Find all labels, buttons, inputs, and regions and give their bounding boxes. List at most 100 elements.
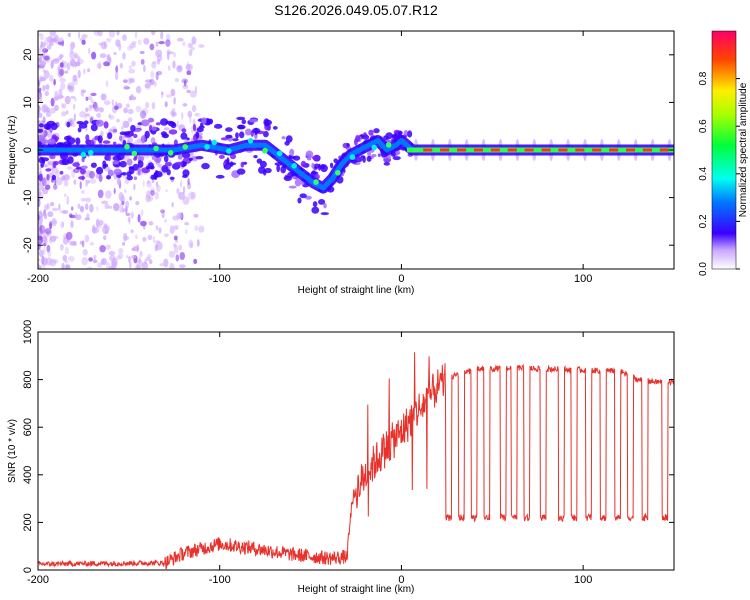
spectral-blob xyxy=(38,173,43,182)
noise-blob xyxy=(45,184,51,190)
noise-blob xyxy=(149,43,155,51)
spectral-blob xyxy=(119,135,123,141)
noise-blob xyxy=(38,75,43,83)
noise-blob xyxy=(191,104,197,113)
noise-blob xyxy=(66,166,73,170)
noise-blob xyxy=(178,264,186,268)
spectral-blob xyxy=(196,127,204,133)
spectral-blob xyxy=(360,155,366,159)
noise-blob xyxy=(86,213,90,218)
spectral-blob xyxy=(311,155,321,160)
noise-blob xyxy=(77,203,81,209)
noise-blob xyxy=(80,89,85,97)
y-tick-label: 800 xyxy=(22,370,34,388)
noise-blob xyxy=(60,243,64,251)
noise-blob xyxy=(38,80,41,88)
noise-blob xyxy=(73,179,77,185)
noise-blob xyxy=(188,191,195,200)
noise-blob xyxy=(173,243,177,248)
spectral-blob xyxy=(192,123,197,132)
spectral-blob xyxy=(239,131,245,139)
noise-blob xyxy=(128,256,132,264)
noise-blob xyxy=(99,245,106,253)
spectral-blob xyxy=(318,163,321,171)
spectral-blob xyxy=(195,156,204,160)
noise-blob xyxy=(105,190,112,199)
noise-blob xyxy=(64,246,69,255)
spectral-blob xyxy=(95,119,104,127)
noise-blob xyxy=(196,239,200,247)
spectral-blob xyxy=(122,172,127,176)
spectral-blob xyxy=(289,148,295,156)
noise-blob xyxy=(42,85,46,92)
noise-blob xyxy=(148,221,154,226)
colorbar-tick-label: 0.4 xyxy=(698,166,709,180)
spectral-blob xyxy=(225,134,233,139)
spectral-blob xyxy=(160,118,169,126)
spectral-blob xyxy=(223,163,232,170)
noise-blob xyxy=(38,226,43,236)
noise-blob xyxy=(191,36,197,45)
spectral-blob xyxy=(225,127,233,132)
spectral-blob xyxy=(45,168,52,172)
spectral-blob xyxy=(177,153,183,160)
noise-blob xyxy=(122,52,126,60)
noise-blob xyxy=(114,71,119,81)
noise-blob xyxy=(38,57,41,63)
noise-blob xyxy=(123,85,129,91)
noise-blob xyxy=(59,54,63,60)
noise-blob xyxy=(93,31,100,36)
noise-blob xyxy=(182,41,186,47)
noise-blob xyxy=(85,107,89,113)
spectral-blob xyxy=(38,128,44,133)
spectral-blob xyxy=(285,135,293,143)
spectral-blob xyxy=(383,161,390,166)
noise-blob xyxy=(127,77,133,85)
spectral-blob xyxy=(149,165,155,170)
noise-blob xyxy=(119,207,125,213)
noise-blob xyxy=(50,61,54,70)
noise-blob xyxy=(176,188,180,195)
noise-blob xyxy=(123,107,128,114)
spectral-blob xyxy=(272,126,278,130)
noise-blob xyxy=(145,256,151,261)
spectral-blob xyxy=(78,122,88,129)
spectral-blob xyxy=(377,153,381,157)
noise-blob xyxy=(75,212,78,220)
noise-blob xyxy=(131,96,137,101)
noise-blob xyxy=(156,184,161,193)
noise-blob xyxy=(50,202,55,207)
noise-blob xyxy=(187,110,193,118)
colorbar-axis: 0.0 0.2 0.4 0.6 0.8 xyxy=(698,71,740,276)
noise-blob xyxy=(187,178,190,186)
noise-blob xyxy=(116,118,120,123)
noise-blob xyxy=(191,155,198,160)
snr-plot-area xyxy=(38,352,674,570)
spectral-blob xyxy=(311,162,315,169)
spectral-blob xyxy=(78,176,86,180)
noise-blob xyxy=(53,96,59,101)
spectral-blob xyxy=(66,121,71,128)
noise-blob xyxy=(149,187,156,196)
noise-blob xyxy=(85,197,91,203)
noise-blob xyxy=(171,108,176,116)
spectral-blob xyxy=(368,129,374,136)
noise-blob xyxy=(105,244,111,250)
noise-blob xyxy=(100,93,105,101)
spectral-blob xyxy=(43,123,52,130)
noise-blob xyxy=(92,226,97,234)
noise-blob xyxy=(186,89,191,94)
noise-blob xyxy=(54,178,57,186)
spectral-blob xyxy=(107,169,114,177)
noise-blob xyxy=(41,177,47,187)
spectral-blob xyxy=(97,135,103,144)
noise-blob xyxy=(140,110,147,119)
noise-blob xyxy=(155,71,159,81)
noise-blob xyxy=(130,211,134,219)
noise-blob xyxy=(59,62,64,68)
noise-blob xyxy=(113,203,120,212)
noise-blob xyxy=(45,111,52,118)
spectral-blob xyxy=(137,159,144,168)
spectral-blob xyxy=(230,161,234,168)
spectral-blob xyxy=(288,185,297,189)
